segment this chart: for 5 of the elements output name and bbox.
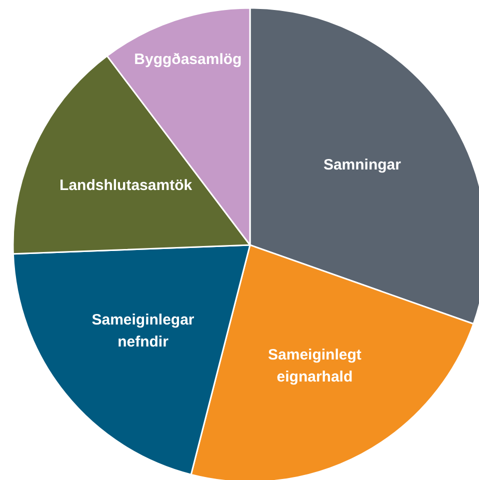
slice-label: Sameiginlegar nefndir [92,311,194,350]
slice-label: Landshlutasamtök [60,177,193,194]
slice-label: Byggðasamlög [134,50,242,68]
slice-label: Sameiginlegt eignarhald [268,346,362,386]
slice-label: Samningar [323,156,402,174]
